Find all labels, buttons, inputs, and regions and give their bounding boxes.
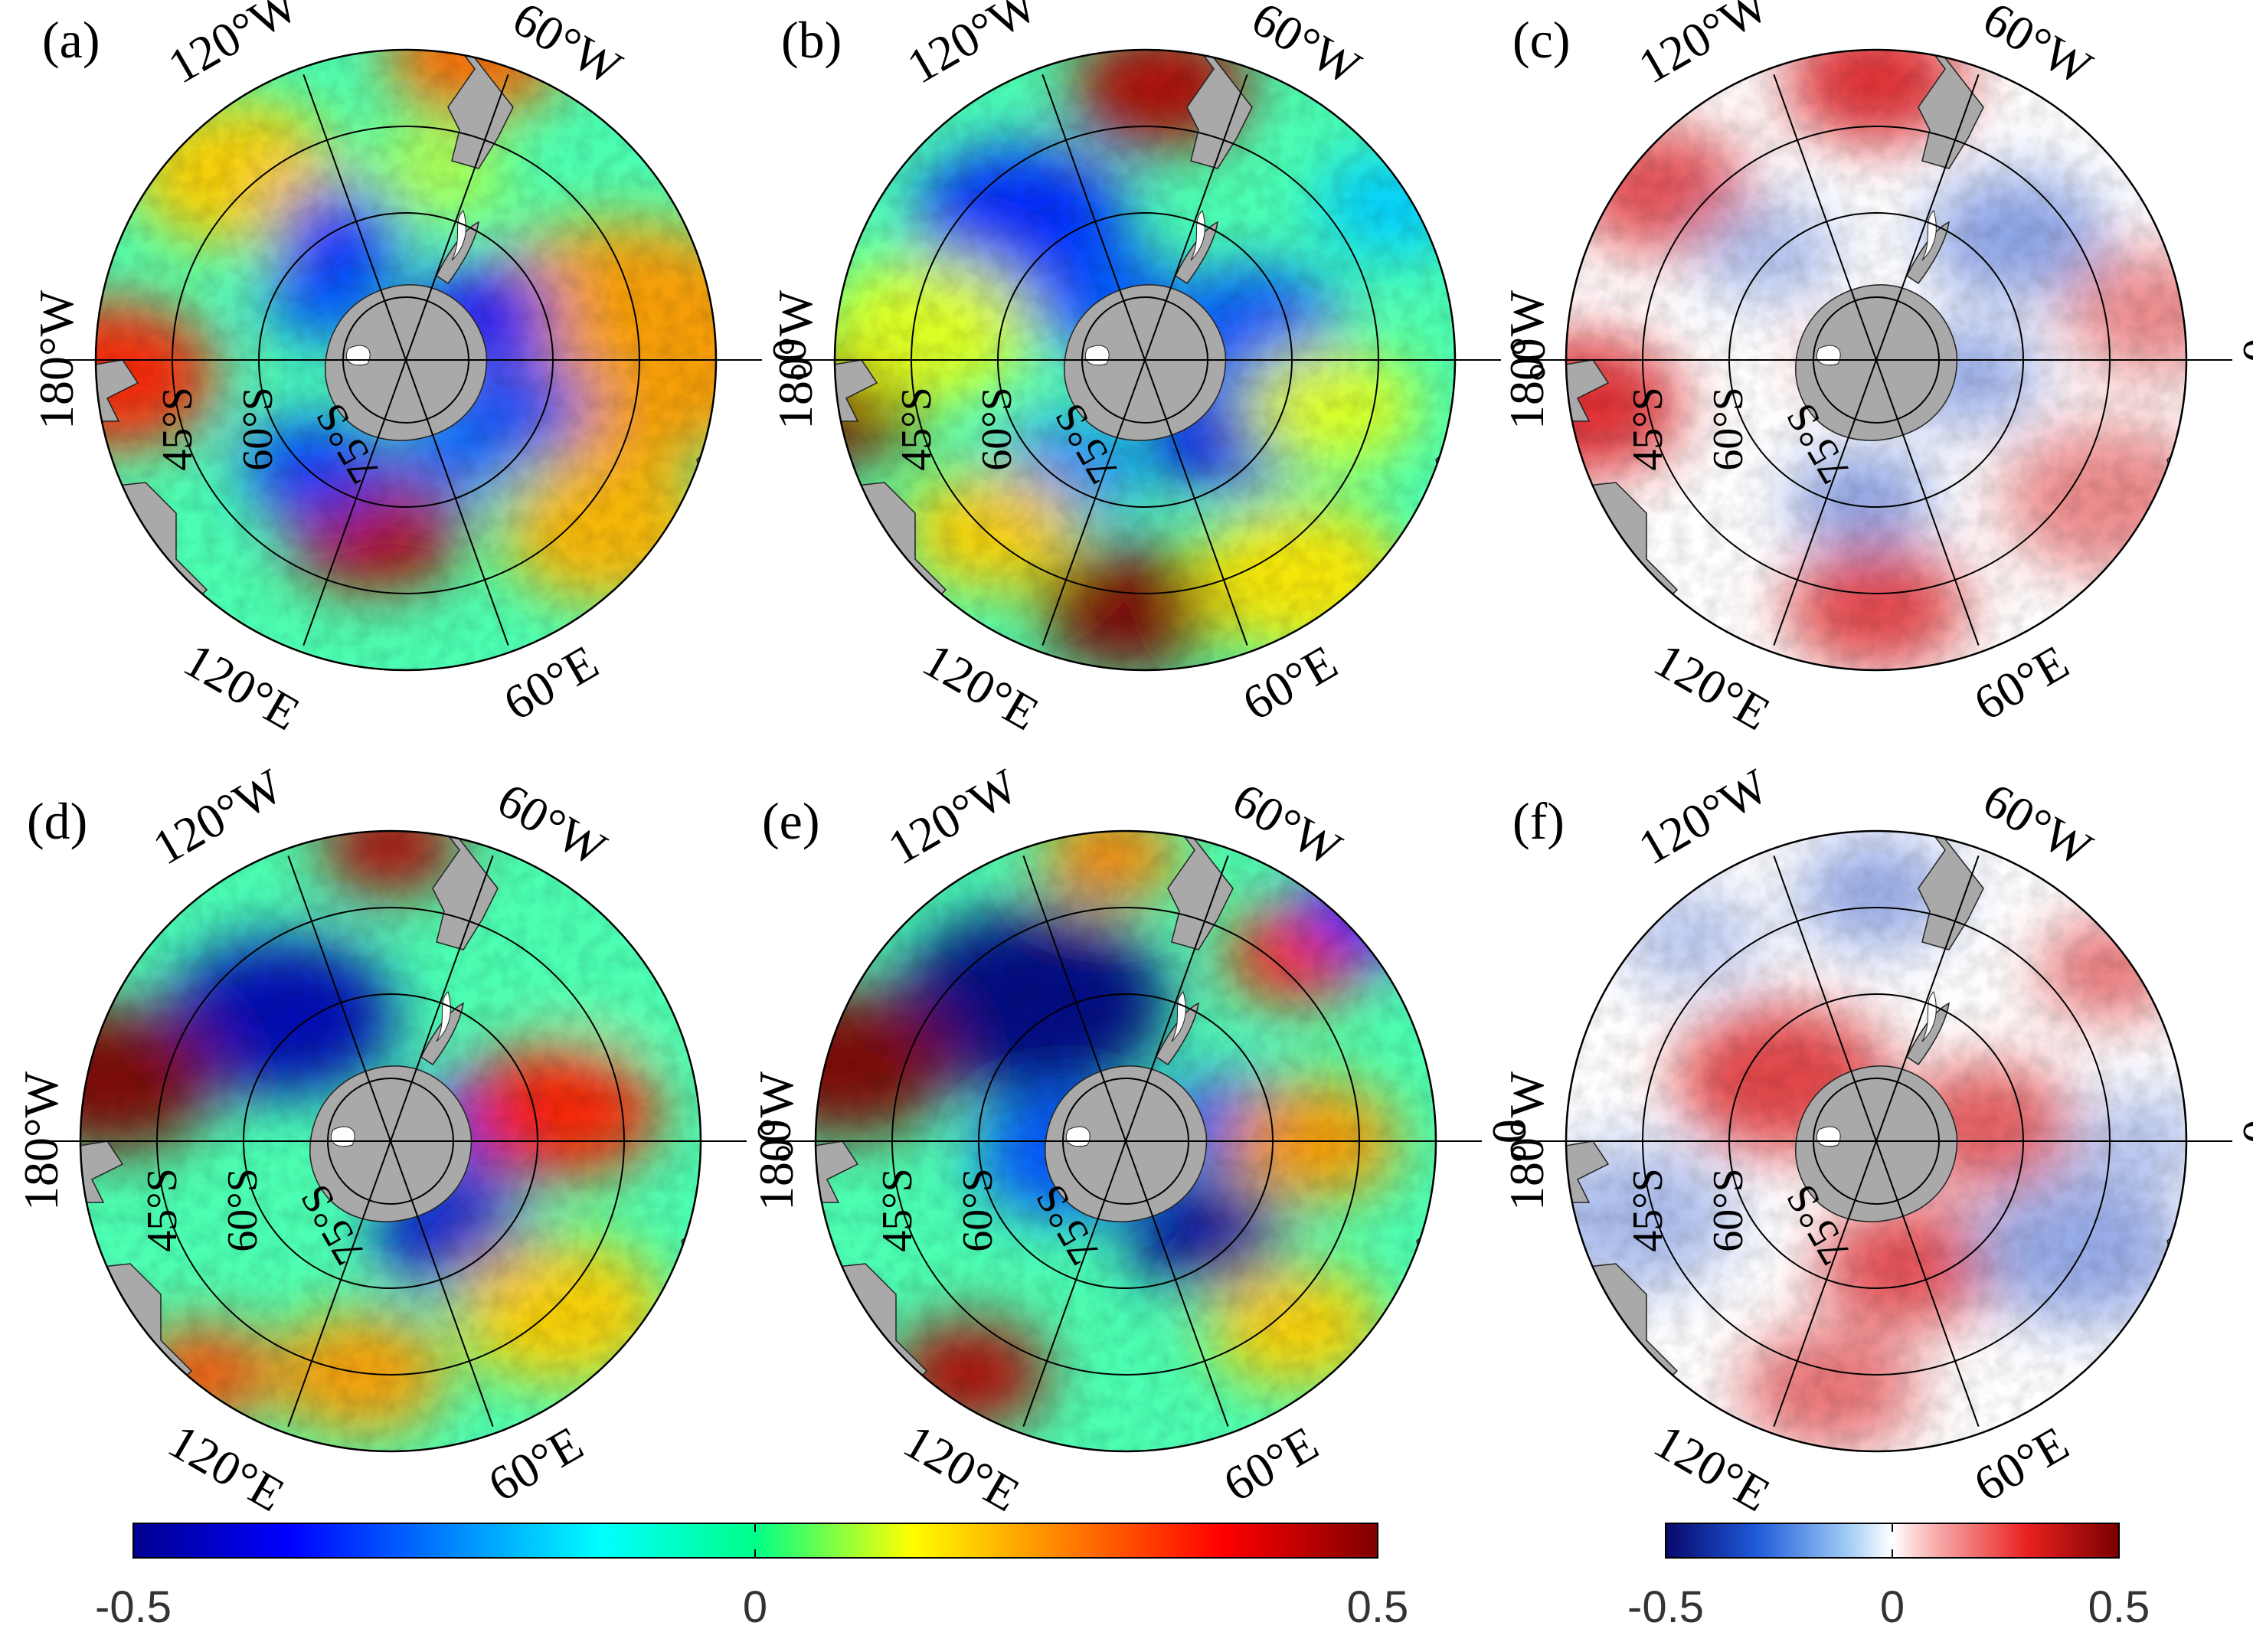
lon-label-120e: 120°E bbox=[1645, 632, 1779, 741]
map-boundary bbox=[94, 48, 718, 672]
antarctica bbox=[1795, 284, 1958, 441]
ice-shelf-ross bbox=[346, 345, 371, 366]
lat-label-45s: 45°S bbox=[874, 1168, 921, 1252]
lon-label-180w: 180°W bbox=[1499, 1071, 1554, 1211]
lon-label-120e: 120°E bbox=[159, 1413, 293, 1522]
lat-label-60s: 60°S bbox=[1705, 387, 1752, 471]
panel-label: (d) bbox=[27, 792, 87, 850]
lon-label-0: 0° bbox=[2233, 1119, 2253, 1163]
meridian-60w-120e bbox=[1041, 74, 1248, 646]
panel-label: (a) bbox=[42, 11, 100, 69]
antarctica bbox=[1795, 1065, 1958, 1222]
map-boundary bbox=[814, 829, 1437, 1453]
lon-label-0: 0° bbox=[2233, 338, 2253, 382]
colorbar-diverge-tick-min: -0.5 bbox=[1627, 1582, 1704, 1632]
field-a bbox=[96, 50, 716, 670]
ice-shelf-ross bbox=[1816, 1126, 1841, 1147]
field-f bbox=[1566, 831, 2186, 1451]
lat-label-60s: 60°S bbox=[954, 1168, 1002, 1252]
meridian-60w-120e bbox=[1773, 74, 1980, 646]
antarctica bbox=[309, 1065, 473, 1222]
panel-label: (e) bbox=[762, 792, 819, 850]
ice-shelf-ross bbox=[331, 1126, 355, 1147]
lon-label-120e: 120°E bbox=[1645, 1413, 1779, 1522]
meridian-60w-120e bbox=[287, 855, 494, 1427]
colorbar-jet: -0.5 0 0.5 bbox=[95, 1523, 1408, 1632]
field-c bbox=[1566, 50, 2186, 670]
lat-label-60s: 60°S bbox=[219, 1168, 267, 1252]
lat-label-45s: 45°S bbox=[1624, 387, 1672, 471]
map-boundary bbox=[1565, 829, 2188, 1453]
meridian-60w-120e bbox=[1022, 855, 1229, 1427]
colorbar-diverge: -0.5 0 0.5 bbox=[1627, 1523, 2150, 1632]
map-boundary bbox=[79, 829, 702, 1453]
lon-label-120e: 120°E bbox=[175, 632, 309, 741]
panel-label: (f) bbox=[1512, 792, 1565, 850]
lon-label-180w: 180°W bbox=[14, 1071, 68, 1211]
meridian-60w-120e bbox=[1773, 855, 1980, 1427]
map-boundary bbox=[1565, 48, 2188, 672]
lat-label-60s: 60°S bbox=[973, 387, 1021, 471]
antarctica bbox=[325, 284, 488, 441]
ice-shelf-ross bbox=[1085, 345, 1110, 366]
lat-label-60s: 60°S bbox=[234, 387, 282, 471]
ice-shelf-ross bbox=[1066, 1126, 1091, 1147]
colorbar-jet-tick-min: -0.5 bbox=[95, 1582, 172, 1632]
lat-label-60s: 60°S bbox=[1705, 1168, 1752, 1252]
colorbar-jet-tick-max: 0.5 bbox=[1347, 1582, 1409, 1632]
field-b bbox=[835, 50, 1455, 670]
lon-label-180w: 180°W bbox=[749, 1071, 803, 1211]
field-e bbox=[816, 831, 1436, 1451]
map-boundary bbox=[833, 48, 1457, 672]
antarctica bbox=[1045, 1065, 1208, 1222]
panel-label: (c) bbox=[1512, 11, 1570, 69]
lon-label-120e: 120°E bbox=[894, 1413, 1028, 1522]
lat-label-45s: 45°S bbox=[154, 387, 201, 471]
lon-label-180w: 180°W bbox=[1499, 290, 1554, 430]
lat-label-45s: 45°S bbox=[139, 1168, 186, 1252]
ice-shelf-ross bbox=[1816, 345, 1841, 366]
antarctica bbox=[1064, 284, 1227, 441]
panel-label: (b) bbox=[781, 11, 842, 69]
lat-label-45s: 45°S bbox=[1624, 1168, 1672, 1252]
colorbar-diverge-tick-max: 0.5 bbox=[2088, 1582, 2150, 1632]
colorbar-jet-tick-zero: 0 bbox=[743, 1582, 767, 1632]
colorbar-diverge-tick-zero: 0 bbox=[1880, 1582, 1905, 1632]
meridian-60w-120e bbox=[302, 74, 509, 646]
lat-label-45s: 45°S bbox=[893, 387, 940, 471]
lon-label-120e: 120°E bbox=[914, 632, 1048, 741]
lon-label-180w: 180°W bbox=[29, 290, 83, 430]
lon-label-180w: 180°W bbox=[768, 290, 822, 430]
field-d bbox=[80, 831, 701, 1451]
